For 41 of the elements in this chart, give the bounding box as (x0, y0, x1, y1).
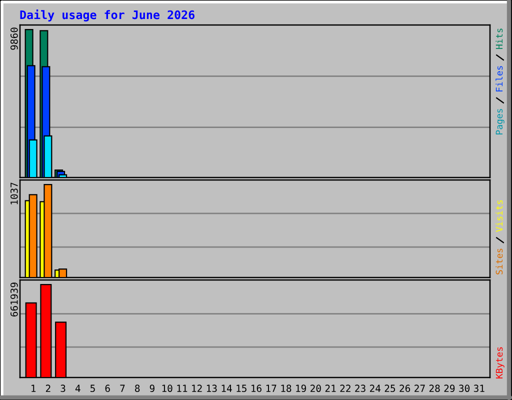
x-tick-label: 7 (120, 384, 125, 392)
text: 9860 (10, 28, 18, 50)
chart-title: Daily usage for June 2026 (20, 10, 194, 22)
x-tick-label: 5 (90, 384, 95, 392)
x-tick-label: 8 (135, 384, 140, 392)
text: 661939 (10, 282, 18, 316)
x-tick-label: 16 (252, 384, 262, 392)
x-tick-label: 30 (459, 384, 470, 392)
text: Visits (496, 200, 503, 232)
x-tick-label: 19 (296, 384, 306, 392)
x-tick-label: 24 (370, 384, 381, 392)
x-tick-label: 15 (236, 384, 246, 392)
x-tick-label: 6 (105, 384, 110, 392)
x-tick-label: 12 (192, 384, 202, 392)
x-tick-label: 22 (340, 384, 350, 392)
x-tick-label: 26 (400, 384, 410, 392)
x-tick-label: 2 (46, 384, 50, 392)
text: Hits (496, 28, 503, 49)
x-tick-label: 1 (32, 384, 36, 392)
x-tick-label: 9 (150, 384, 154, 392)
x-tick-label: 28 (429, 384, 440, 392)
x-tick-label: 29 (444, 384, 455, 392)
x-tick-label: 10 (162, 384, 172, 392)
x-tick-label: 3 (60, 384, 66, 392)
legend-label: Pages (496, 108, 504, 134)
legend-label: Sites (496, 248, 503, 274)
x-tick-label: 23 (355, 384, 366, 392)
x-tick-label: 17 (266, 384, 276, 392)
text: KBytes (496, 347, 504, 378)
x-tick-label: 18 (281, 384, 292, 392)
x-tick-label: 20 (310, 384, 321, 392)
x-tick-label: 25 (384, 384, 396, 392)
x-tick-label: 31 (474, 384, 484, 392)
x-tick-label: 4 (75, 384, 80, 392)
x-tick-label: 11 (177, 384, 188, 392)
x-tick-label: 14 (222, 384, 232, 392)
x-tick-label: 21 (325, 384, 336, 392)
x-tick-label: 13 (206, 384, 217, 392)
legend-label: Files (496, 66, 503, 92)
text: 1037 (10, 182, 18, 204)
x-tick-label: 27 (414, 384, 425, 392)
